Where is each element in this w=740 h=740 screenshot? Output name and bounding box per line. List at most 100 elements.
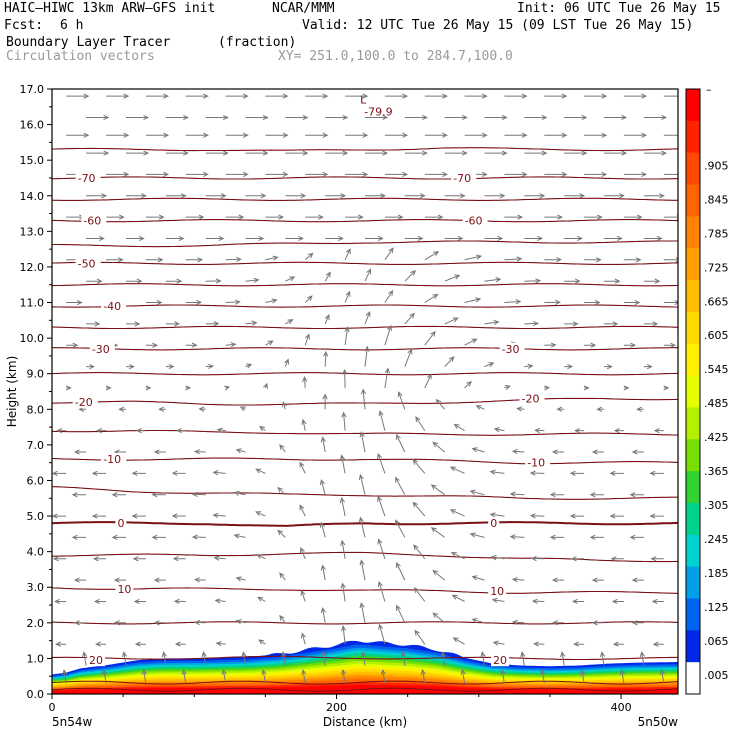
wind-vector	[225, 171, 249, 178]
wind-vector	[584, 214, 603, 220]
contour-label: -70	[78, 172, 96, 185]
wind-vector	[339, 454, 346, 474]
y-tick-label: 6.0	[27, 474, 45, 487]
wind-vector	[65, 385, 72, 391]
wind-vector	[225, 299, 241, 305]
wind-vector	[342, 368, 348, 388]
wind-vector	[663, 173, 678, 175]
wind-vector	[171, 513, 186, 519]
valid-time: Valid: 12 UTC Tue 26 May 15 (09 LST Tue …	[302, 18, 694, 33]
colorbar-label: .185	[704, 567, 729, 580]
wind-vector	[358, 516, 366, 538]
wind-vector	[623, 132, 648, 138]
wind-vector	[364, 345, 370, 367]
wind-vector	[378, 410, 386, 431]
wind-vector	[282, 401, 287, 410]
contour-line	[52, 397, 678, 406]
wind-vector	[345, 93, 369, 99]
wind-vector	[404, 312, 415, 325]
wind-vector	[396, 604, 406, 624]
wind-vector	[300, 546, 306, 559]
wind-vector	[613, 428, 624, 434]
contour-label-bg	[115, 517, 127, 530]
wind-vector	[364, 268, 372, 282]
contour-line	[52, 347, 678, 351]
wind-vector	[56, 428, 67, 434]
wind-vector	[444, 356, 455, 367]
wind-vector	[86, 363, 95, 370]
colorbar-label: .845	[704, 193, 729, 206]
wind-vector	[534, 427, 545, 434]
field-units: (fraction)	[218, 35, 297, 50]
wind-vector	[564, 363, 574, 370]
wind-vector	[304, 252, 314, 261]
wind-vector	[460, 668, 466, 684]
wind-vector	[345, 214, 364, 220]
wind-vector	[604, 363, 613, 370]
wind-vector	[359, 559, 366, 581]
wind-vector	[261, 668, 267, 684]
x-axis-label: Distance (km)	[323, 715, 407, 729]
wind-vector	[113, 620, 126, 626]
wind-vector	[106, 214, 125, 220]
wind-vector	[205, 235, 225, 242]
y-tick-label: 15.0	[20, 154, 45, 167]
wind-vector	[529, 470, 545, 476]
wind-vector	[570, 556, 585, 562]
wind-vector	[305, 93, 329, 99]
y-tick-label: 3.0	[27, 581, 45, 594]
wind-vector	[560, 651, 566, 666]
wind-vector	[158, 406, 166, 412]
wind-vector	[265, 255, 279, 261]
wind-vector	[589, 534, 604, 541]
wind-vector	[265, 298, 278, 304]
wind-vector	[256, 554, 266, 560]
wind-vector	[450, 552, 465, 560]
wind-vector	[629, 492, 644, 498]
wind-vector	[233, 533, 246, 539]
wind-vector	[471, 575, 485, 581]
wind-vector	[493, 427, 505, 433]
axes: 0.0 1.0 2.0 3.0 4.0 5.0 6.0 7.0 8.0 9.0 10.0 11.0 12…	[5, 83, 678, 729]
wind-vector	[544, 132, 568, 138]
colorbar-swatch	[686, 471, 700, 504]
contour-label-bg	[72, 396, 98, 409]
temperature-contours	[52, 147, 678, 692]
colorbar-swatch	[686, 439, 700, 472]
wind-vector	[424, 330, 436, 346]
contour-label: 0	[117, 517, 124, 530]
wind-vector	[358, 473, 366, 495]
wind-vector	[165, 363, 175, 370]
wind-vector	[604, 278, 621, 284]
colorbar-label: .605	[704, 329, 729, 342]
wind-vector	[305, 132, 329, 138]
wind-vector	[66, 93, 90, 99]
wind-vector	[126, 235, 145, 242]
contour-label: 10	[117, 583, 131, 596]
wind-vector	[524, 193, 546, 199]
colorbar-label: .905	[704, 159, 729, 172]
contour-label-bg	[519, 392, 545, 405]
colorbar-label: .785	[704, 227, 729, 240]
wind-vector	[504, 132, 528, 138]
contour-line	[52, 240, 678, 248]
contour-line	[52, 304, 678, 308]
wind-vector	[300, 632, 306, 645]
wind-vector	[105, 385, 112, 391]
wind-vector	[111, 534, 126, 541]
wind-vector	[205, 321, 220, 327]
contour-line	[52, 147, 678, 152]
wind-vector	[86, 278, 103, 284]
contour-line	[52, 261, 678, 265]
wind-vector	[173, 598, 186, 604]
wind-vector	[304, 295, 313, 303]
colorbar-label: .065	[704, 635, 729, 648]
wind-vector	[66, 214, 85, 220]
wind-vector	[599, 651, 606, 666]
wind-vector	[145, 171, 170, 178]
wind-vector	[106, 257, 124, 263]
wind-vector	[305, 214, 324, 220]
wind-vector	[277, 529, 286, 538]
wind-vector	[584, 342, 597, 348]
wind-vector	[377, 452, 386, 474]
